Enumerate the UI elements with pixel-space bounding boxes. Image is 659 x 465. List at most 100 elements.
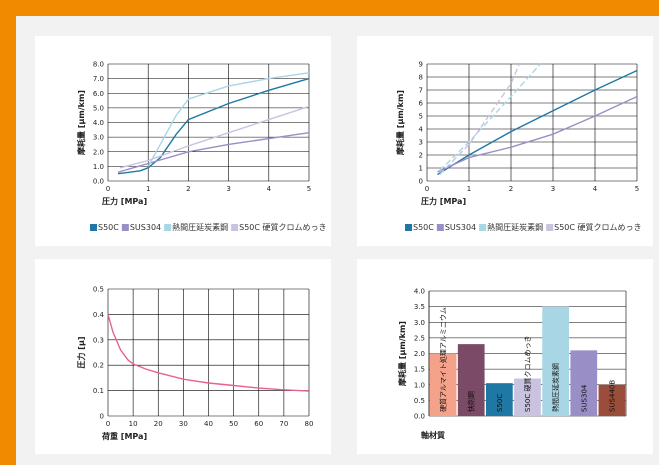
legend-swatch-4	[546, 224, 554, 231]
legend-swatch-1	[90, 224, 97, 231]
bar-label-3: S50C	[496, 394, 504, 412]
content-area: 0.0 1.0 2.0 3.0 4.0 5.0 6.0 7.0 8.0 0 1 2 3 4 5 摩耗量 [μm…	[16, 16, 659, 465]
y-tick-label: 1.0	[93, 163, 104, 171]
bar-label-5: 熱間圧延炭素鋼	[551, 363, 560, 412]
bar-2	[457, 344, 485, 416]
x-tick-label: 30	[179, 420, 188, 428]
legend-swatch-3	[479, 224, 487, 231]
chart-panel-wear-by-material: 0.0 0.5 1.0 1.5 2.0 2.5 3.0 3.5 4.0 摩耗量 [μm/km] 軸材…	[357, 259, 653, 454]
y-tick-label: 1.0	[414, 381, 425, 389]
x-tick-label: 4	[593, 185, 598, 193]
series-line-3	[439, 63, 541, 172]
y-tick-label: 4	[419, 126, 424, 134]
x-tick-label: 40	[204, 420, 213, 428]
y-tick-label: 3.0	[93, 134, 104, 142]
bar-label-6: SUS304	[580, 384, 588, 412]
x-tick-label: 4	[267, 185, 272, 193]
legend-label-2: SUS304	[445, 223, 476, 232]
legend-swatch-2	[121, 224, 129, 231]
bar-label-7: SUS440B	[608, 380, 616, 412]
x-axis-label: 圧力 [MPa]	[102, 196, 147, 206]
y-tick-label: 3.0	[414, 319, 425, 327]
x-tick-label: 50	[229, 420, 238, 428]
y-tick-label: 0.3	[93, 336, 104, 344]
y-tick-label: 1.5	[414, 366, 425, 374]
legend-label-4: S50C 硬質クロムめっき	[554, 222, 641, 232]
x-tick-label: 5	[307, 185, 311, 193]
bar-3	[485, 383, 513, 416]
y-tick-label: 9	[419, 61, 423, 69]
y-tick-label: 3.5	[414, 303, 425, 311]
y-axis-label: 圧力 [μ]	[76, 337, 86, 369]
y-tick-label: 2	[419, 152, 423, 160]
legend-label-1: S50C	[413, 223, 434, 232]
bar-label-1: 硬質アルマイト処理アルミニウム	[439, 307, 448, 412]
legend-swatch-2	[436, 224, 444, 231]
y-tick-label: 5	[419, 113, 423, 121]
y-tick-label: 1	[419, 165, 423, 173]
y-tick-label: 0.1	[93, 387, 104, 395]
bar-4	[514, 378, 541, 416]
x-tick-label: 3	[226, 185, 230, 193]
chart-panel-wear-vs-pressure-1: 0.0 1.0 2.0 3.0 4.0 5.0 6.0 7.0 8.0 0 1 2 3 4 5 摩耗量 [μm…	[35, 36, 331, 246]
series-line-4	[439, 63, 521, 175]
legend-label-4: S50C 硬質クロムめっき	[239, 222, 326, 232]
y-tick-label: 4.0	[414, 288, 425, 296]
y-axis-label: 摩耗量 [μm/km]	[395, 90, 405, 156]
x-tick-label: 5	[635, 185, 639, 193]
legend-swatch-4	[231, 224, 239, 231]
series-line-3	[147, 72, 310, 167]
x-tick-label: 80	[305, 420, 314, 428]
chart-panel-friction-vs-load: 0 0.1 0.2 0.3 0.4 0.5 0 10 20 30 40 50 60 70 80 圧力 [μ] 荷…	[35, 259, 331, 454]
y-tick-label: 4.0	[93, 119, 104, 127]
y-tick-label: 0.5	[414, 397, 425, 405]
x-tick-label: 1	[467, 185, 471, 193]
y-tick-label: 0.4	[93, 311, 105, 319]
legend-label-3: 熱間圧延炭素鋼	[487, 222, 543, 232]
x-axis-label: 圧力 [MPa]	[421, 196, 466, 206]
x-tick-label: 2	[509, 185, 513, 193]
series-line-1	[117, 77, 310, 175]
y-tick-label: 6	[419, 100, 424, 108]
x-tick-label: 0	[106, 420, 110, 428]
bar-1	[429, 353, 457, 416]
y-tick-label: 0.0	[414, 413, 425, 421]
y-axis-label: 摩耗量 [μm/km]	[397, 321, 407, 387]
x-tick-label: 0	[106, 185, 110, 193]
legend-swatch-3	[164, 224, 172, 231]
x-tick-label: 0	[425, 185, 429, 193]
y-tick-label: 0	[419, 178, 423, 186]
x-axis-label: 軸材質	[421, 430, 445, 440]
y-tick-label: 2.0	[414, 350, 425, 358]
y-tick-label: 2.5	[414, 334, 425, 342]
legend-label-1: S50C	[98, 223, 119, 232]
x-tick-label: 2	[186, 185, 190, 193]
bar-5	[542, 306, 570, 416]
y-tick-label: 5.0	[93, 104, 104, 112]
bar-label-2: 快削鋼	[467, 391, 476, 412]
chart-svg-4: 0.0 0.5 1.0 1.5 2.0 2.5 3.0 3.5 4.0 摩耗量 [μm/km] 軸材…	[397, 288, 627, 440]
bar-6	[570, 350, 598, 416]
y-tick-label: 6.0	[93, 90, 104, 98]
chart-panel-wear-vs-pressure-2: 0 1 2 3 4 5 6 7 8 9 0 1 2 3 4 5 摩耗量 [μm/km] 圧力 [MPa] S50C S…	[357, 36, 653, 246]
y-tick-label: 8.0	[93, 61, 104, 69]
series-line-4	[119, 105, 310, 169]
chart-svg-2: 0 1 2 3 4 5 6 7 8 9 0 1 2 3 4 5 摩耗量 [μm/km] 圧力 [MPa] S50C S…	[395, 61, 642, 233]
bar-7	[598, 384, 626, 416]
y-tick-label: 0	[100, 413, 104, 421]
y-tick-label: 3	[419, 139, 423, 147]
series-line-1	[437, 69, 638, 176]
y-tick-label: 7	[419, 87, 423, 95]
y-tick-label: 0.0	[93, 178, 104, 186]
x-tick-label: 10	[129, 420, 138, 428]
legend-label-2: SUS304	[130, 223, 161, 232]
legend-label-3: 熱間圧延炭素鋼	[172, 222, 228, 232]
series-line-2	[437, 95, 638, 173]
y-tick-label: 0.5	[93, 286, 104, 294]
x-axis-label: 荷重 [MPa]	[101, 431, 147, 441]
x-tick-label: 3	[551, 185, 555, 193]
x-tick-label: 20	[154, 420, 163, 428]
chart-svg-1: 0.0 1.0 2.0 3.0 4.0 5.0 6.0 7.0 8.0 0 1 2 3 4 5 摩耗量 [μm…	[76, 61, 327, 233]
series-line-2	[117, 132, 310, 173]
y-tick-label: 8	[419, 74, 423, 82]
